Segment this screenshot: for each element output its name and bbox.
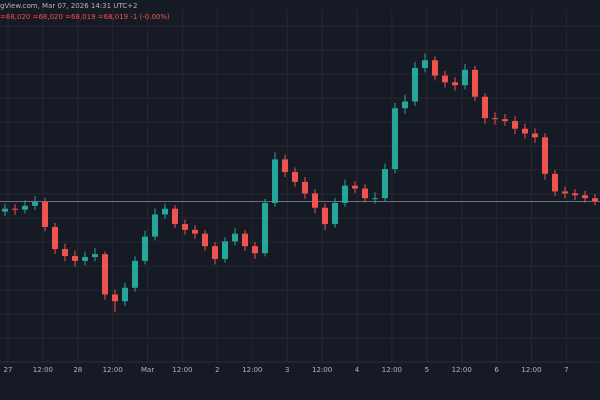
candle-body [462, 69, 468, 86]
x-tick-label: 12:00 [382, 366, 402, 374]
candle-body [502, 119, 508, 122]
candle-body [272, 159, 278, 203]
candle-body [142, 236, 148, 261]
candle-body [102, 254, 108, 295]
candle-body [512, 121, 518, 129]
candle-body [92, 254, 98, 258]
candle-body [132, 260, 138, 288]
x-tick-label: 12:00 [312, 366, 332, 374]
candle-body [152, 214, 158, 237]
candle-body [172, 208, 178, 225]
candle-body [422, 60, 428, 68]
candle-body [302, 181, 308, 194]
candle-body [182, 224, 188, 230]
ohlc-line: =68,020 =68,020 =68,019 =68,019 -1 (-0.0… [0, 13, 170, 21]
x-tick-label: 6 [494, 366, 499, 374]
candle-body [112, 294, 118, 302]
candle-body [442, 75, 448, 83]
candle-body [242, 233, 248, 247]
candle-body [402, 101, 408, 109]
candle-body [552, 173, 558, 192]
source-line: gView.com, Mar 07, 2026 14:31 UTC+2 [0, 2, 137, 10]
x-tick-label: 12:00 [103, 366, 123, 374]
candle-body [32, 202, 38, 206]
x-tick-label: 2 [215, 366, 219, 374]
x-tick-label: 12:00 [172, 366, 192, 374]
candle-body [212, 246, 218, 259]
candle-body [252, 246, 258, 254]
candle-body [12, 208, 18, 210]
x-tick-label: 7 [564, 366, 568, 374]
x-tick-label: 27 [4, 366, 13, 374]
candle-body [292, 171, 298, 182]
candle-body [592, 198, 598, 202]
x-tick-label: 12:00 [521, 366, 541, 374]
candle-body [492, 118, 498, 120]
candle-body [2, 208, 8, 212]
candle-body [412, 67, 418, 102]
x-tick-label: 4 [355, 366, 360, 374]
candle-body [202, 233, 208, 247]
candle-body [522, 128, 528, 134]
x-tick-label: 12:00 [242, 366, 262, 374]
candle-body [72, 256, 78, 261]
candle-body [192, 229, 198, 234]
candle-body [22, 205, 28, 210]
x-tick-label: 3 [285, 366, 289, 374]
candle-body [582, 195, 588, 199]
x-tick-label: 28 [73, 366, 82, 374]
candle-body [362, 188, 368, 199]
candle-body [42, 202, 48, 227]
candle-body [282, 159, 288, 172]
candle-body [432, 60, 438, 76]
candle-body [52, 226, 58, 250]
candle-body [352, 185, 358, 189]
candle-body [392, 108, 398, 170]
x-tick-label: 5 [425, 366, 429, 374]
candle-body [232, 233, 238, 242]
candle-body [382, 169, 388, 199]
candle-body [312, 193, 318, 208]
candle-body [372, 198, 378, 200]
candle-body [162, 208, 168, 215]
candle-body [532, 133, 538, 138]
candle-body [482, 96, 488, 119]
candle-body [332, 202, 338, 225]
candle-body [452, 82, 458, 86]
candle-body [82, 257, 88, 261]
candle-body [572, 193, 578, 196]
candle-body [342, 185, 348, 203]
x-tick-label: 12:00 [452, 366, 472, 374]
candle-body [62, 249, 68, 257]
candle-body [562, 191, 568, 194]
candle-body [222, 241, 228, 259]
candle-body [122, 287, 128, 302]
candle-body [542, 137, 548, 174]
x-tick-label: 12:00 [33, 366, 53, 374]
candle-body [322, 207, 328, 225]
x-tick-label: Mar [141, 366, 154, 374]
candle-body [262, 202, 268, 254]
candle-body [472, 69, 478, 97]
